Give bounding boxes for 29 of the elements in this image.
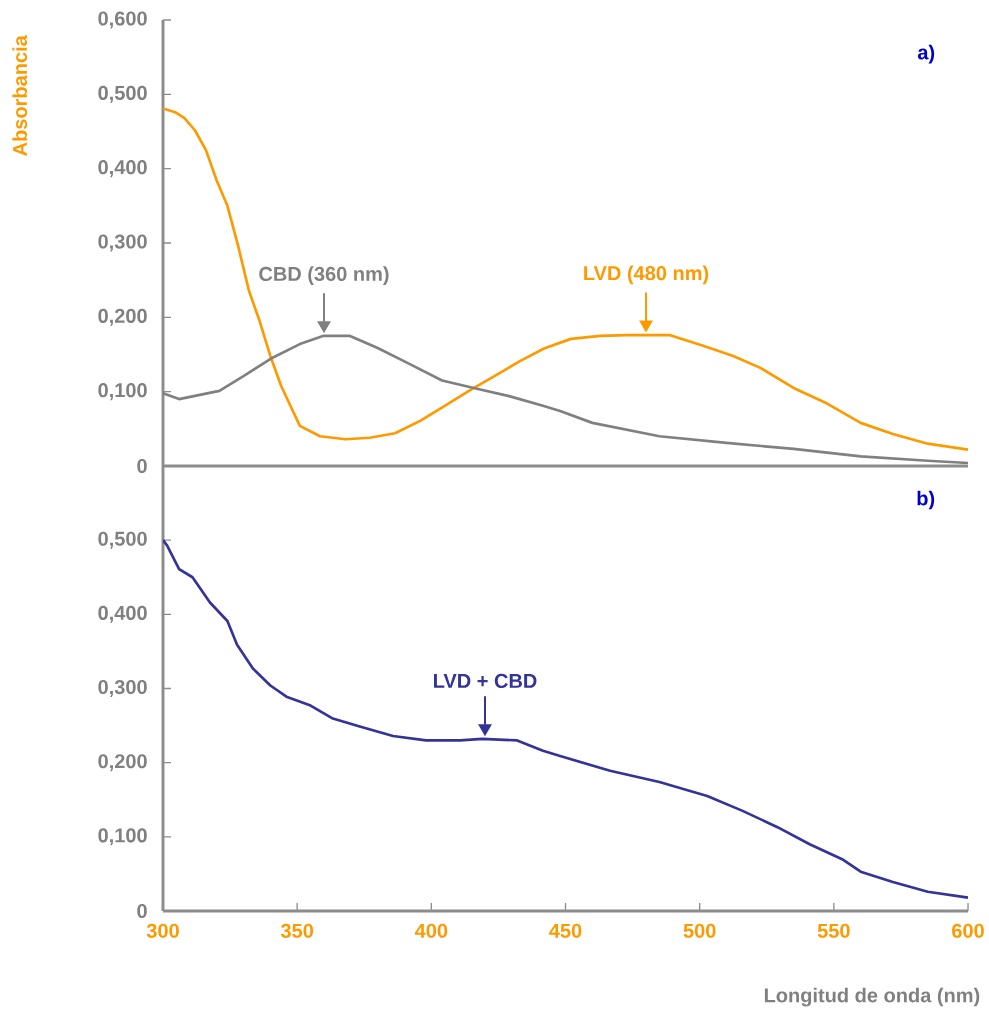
y-tick-label: 0,400: [98, 605, 147, 623]
line-series: [163, 107, 969, 451]
y-tick-label: 0,100: [98, 383, 147, 401]
x-tick-label: 350: [280, 923, 314, 938]
y-tick-label: 0: [137, 903, 147, 919]
y-tick-label: 0,500: [98, 531, 147, 549]
y-tick-label: 0,400: [98, 160, 147, 178]
x-axis-title: Longitud de onda (nm): [764, 987, 980, 1007]
y-axis-title: Absorbancia: [12, 35, 28, 156]
x-tick-label: 300: [146, 923, 179, 938]
y-tick-label: 0,100: [98, 828, 147, 846]
x-tick-label: 600: [952, 923, 984, 938]
annotation: LVD (480 nm): [584, 265, 709, 285]
y-tick-label: 0,600: [98, 11, 147, 29]
y-tick-label: 0,200: [98, 754, 147, 772]
x-tick-label: 450: [549, 923, 582, 938]
line-series: [163, 538, 969, 899]
x-tick-label: 500: [683, 923, 716, 938]
y-tick-label: 0,200: [98, 308, 147, 326]
annotation: LVD + CBD: [434, 673, 537, 688]
annotation: b): [917, 490, 935, 510]
y-tick-label: 0,300: [98, 679, 147, 698]
annotation: CBD (360 nm): [259, 266, 389, 285]
y-tick-label: 0,300: [98, 234, 147, 252]
y-tick-label: 0,500: [98, 85, 147, 103]
x-tick-label: 400: [414, 923, 448, 938]
y-tick-label: 0: [137, 458, 147, 474]
x-tick-label: 550: [817, 923, 850, 938]
annotation: a): [917, 44, 935, 64]
